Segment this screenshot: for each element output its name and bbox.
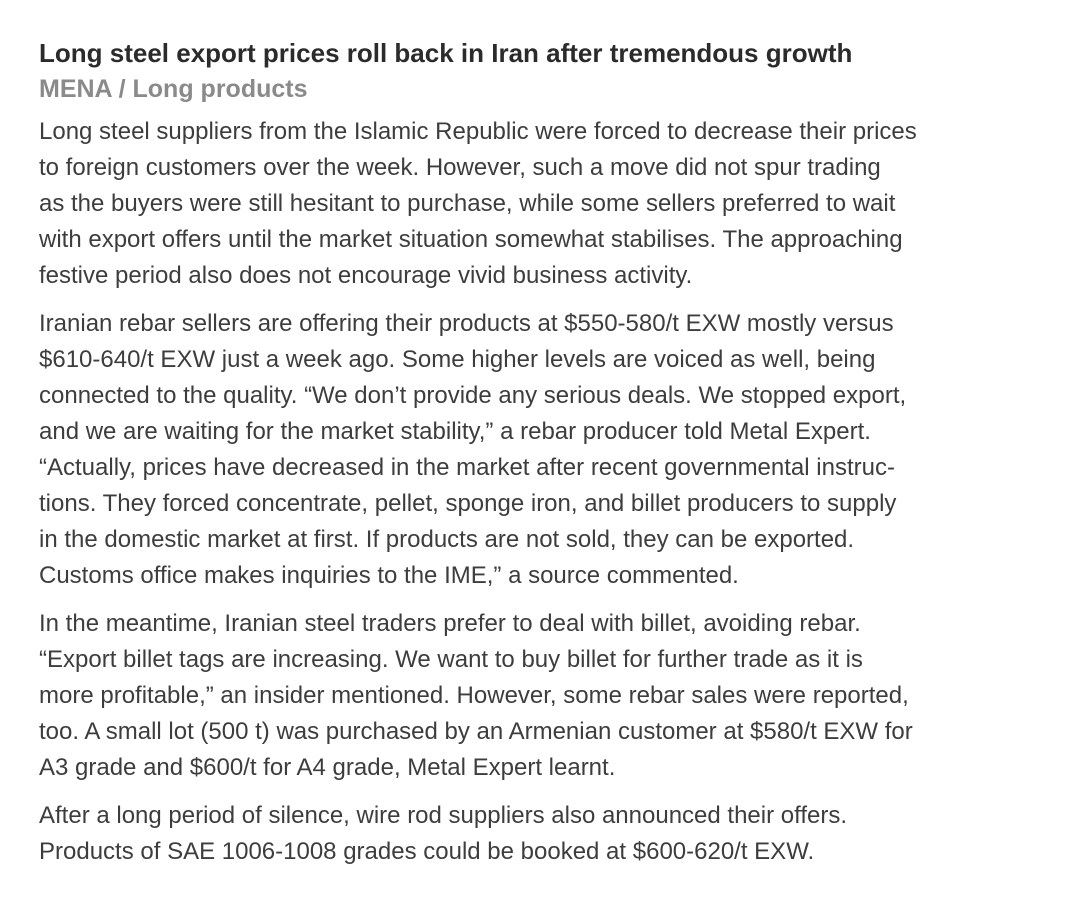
article-paragraph-2: Iranian rebar sellers are offering their…	[39, 306, 1049, 594]
paragraph-line: more profitable,” an insider mentioned. …	[39, 682, 909, 709]
article-paragraph-3: In the meantime, Iranian steel traders p…	[39, 606, 1049, 786]
paragraph-line: to foreign customers over the week. Howe…	[39, 154, 881, 181]
paragraph-line: as the buyers were still hesitant to pur…	[39, 190, 896, 217]
paragraph-line: in the domestic market at first. If prod…	[39, 526, 855, 553]
paragraph-line: and we are waiting for the market stabil…	[39, 418, 871, 445]
news-article: Long steel export prices roll back in Ir…	[39, 34, 1049, 882]
article-paragraph-4: After a long period of silence, wire rod…	[39, 798, 1049, 870]
paragraph-line: A3 grade and $600/t for A4 grade, Metal …	[39, 754, 616, 781]
paragraph-line: festive period also does not encourage v…	[39, 262, 693, 289]
paragraph-line: Products of SAE 1006-1008 grades could b…	[39, 838, 815, 865]
paragraph-line: with export offers until the market situ…	[39, 226, 903, 253]
paragraph-line: “Actually, prices have decreased in the …	[39, 454, 895, 481]
paragraph-line: Iranian rebar sellers are offering their…	[39, 310, 894, 337]
section-breadcrumb: MENA / Long products	[39, 75, 308, 103]
paragraph-line: $610-640/t EXW just a week ago. Some hig…	[39, 346, 876, 373]
article-paragraph-1: Long steel suppliers from the Islamic Re…	[39, 114, 1049, 294]
paragraph-line: Customs office makes inquiries to the IM…	[39, 562, 739, 589]
paragraph-line: Long steel suppliers from the Islamic Re…	[39, 118, 917, 145]
paragraph-line: “Export billet tags are increasing. We w…	[39, 646, 863, 673]
paragraph-line: too. A small lot (500 t) was purchased b…	[39, 718, 913, 745]
paragraph-line: In the meantime, Iranian steel traders p…	[39, 610, 861, 637]
paragraph-line: After a long period of silence, wire rod…	[39, 802, 848, 829]
paragraph-line: tions. They forced concentrate, pellet, …	[39, 490, 897, 517]
paragraph-line: connected to the quality. “We don’t prov…	[39, 382, 907, 409]
article-title: Long steel export prices roll back in Ir…	[39, 38, 853, 68]
